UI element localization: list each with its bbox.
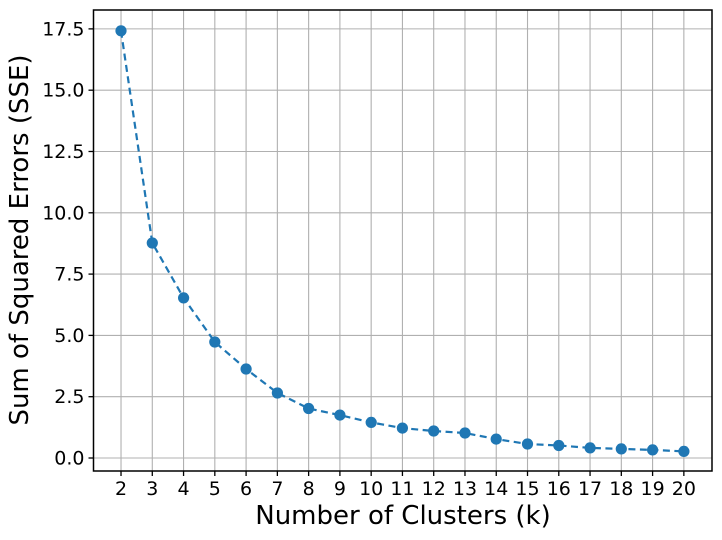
data-point-marker bbox=[553, 439, 565, 452]
y-tick-label: 15.0 bbox=[42, 80, 84, 102]
x-tick-label: 10 bbox=[359, 478, 383, 500]
y-tick-label: 10.0 bbox=[42, 202, 84, 224]
x-tick-label: 11 bbox=[390, 478, 414, 500]
x-tick-label: 8 bbox=[303, 478, 315, 500]
x-tick-label: 9 bbox=[334, 478, 346, 500]
x-tick-label: 19 bbox=[640, 478, 664, 500]
data-point-marker bbox=[459, 427, 471, 439]
x-tick-label: 18 bbox=[609, 478, 633, 500]
x-axis-label: Number of Clusters (k) bbox=[255, 501, 550, 531]
y-tick-label: 7.5 bbox=[54, 264, 84, 286]
data-point-marker bbox=[678, 445, 690, 457]
x-tick-label: 20 bbox=[672, 478, 696, 500]
data-point-marker bbox=[146, 237, 158, 249]
y-tick-label: 2.5 bbox=[54, 386, 84, 408]
x-tick-label: 13 bbox=[453, 478, 477, 500]
data-point-marker bbox=[271, 387, 283, 399]
data-point-marker bbox=[334, 409, 346, 421]
data-point-marker bbox=[178, 292, 190, 304]
data-point-marker bbox=[209, 336, 221, 348]
data-point-marker bbox=[115, 25, 127, 37]
x-tick-label: 15 bbox=[515, 478, 539, 500]
x-tick-label: 2 bbox=[115, 478, 127, 500]
x-tick-label: 5 bbox=[209, 478, 221, 500]
x-tick-label: 17 bbox=[578, 478, 602, 500]
data-point-marker bbox=[584, 442, 596, 454]
data-point-marker bbox=[490, 433, 502, 445]
y-tick-label: 12.5 bbox=[42, 141, 84, 163]
data-point-marker bbox=[303, 402, 315, 415]
x-tick-label: 12 bbox=[422, 478, 446, 500]
x-tick-label: 4 bbox=[178, 478, 190, 500]
data-point-marker bbox=[615, 443, 627, 455]
data-point-marker bbox=[240, 363, 252, 375]
data-point-marker bbox=[647, 444, 659, 456]
y-tick-label: 17.5 bbox=[42, 18, 84, 40]
y-tick-label: 0.0 bbox=[54, 448, 84, 470]
data-point-marker bbox=[396, 422, 408, 434]
x-tick-label: 7 bbox=[271, 478, 283, 500]
data-point-marker bbox=[521, 438, 534, 450]
grid-lines bbox=[93, 10, 712, 471]
y-tick-label: 5.0 bbox=[54, 325, 84, 347]
sse-line-series bbox=[115, 25, 690, 457]
x-tick-label: 16 bbox=[547, 478, 571, 500]
data-point-marker bbox=[365, 416, 377, 428]
x-tick-label: 14 bbox=[484, 478, 508, 500]
x-tick-label: 6 bbox=[240, 478, 252, 500]
axis-ticks: 2 3 4 5 6 7 8 9 10 11 12 13 14 15 16 17 18 19 20 0.0 2.5 5.0 7… bbox=[42, 18, 696, 500]
x-tick-label: 3 bbox=[146, 478, 158, 500]
y-axis-label: Sum of Squared Errors (SSE) bbox=[5, 54, 35, 425]
data-point-marker bbox=[428, 425, 440, 437]
